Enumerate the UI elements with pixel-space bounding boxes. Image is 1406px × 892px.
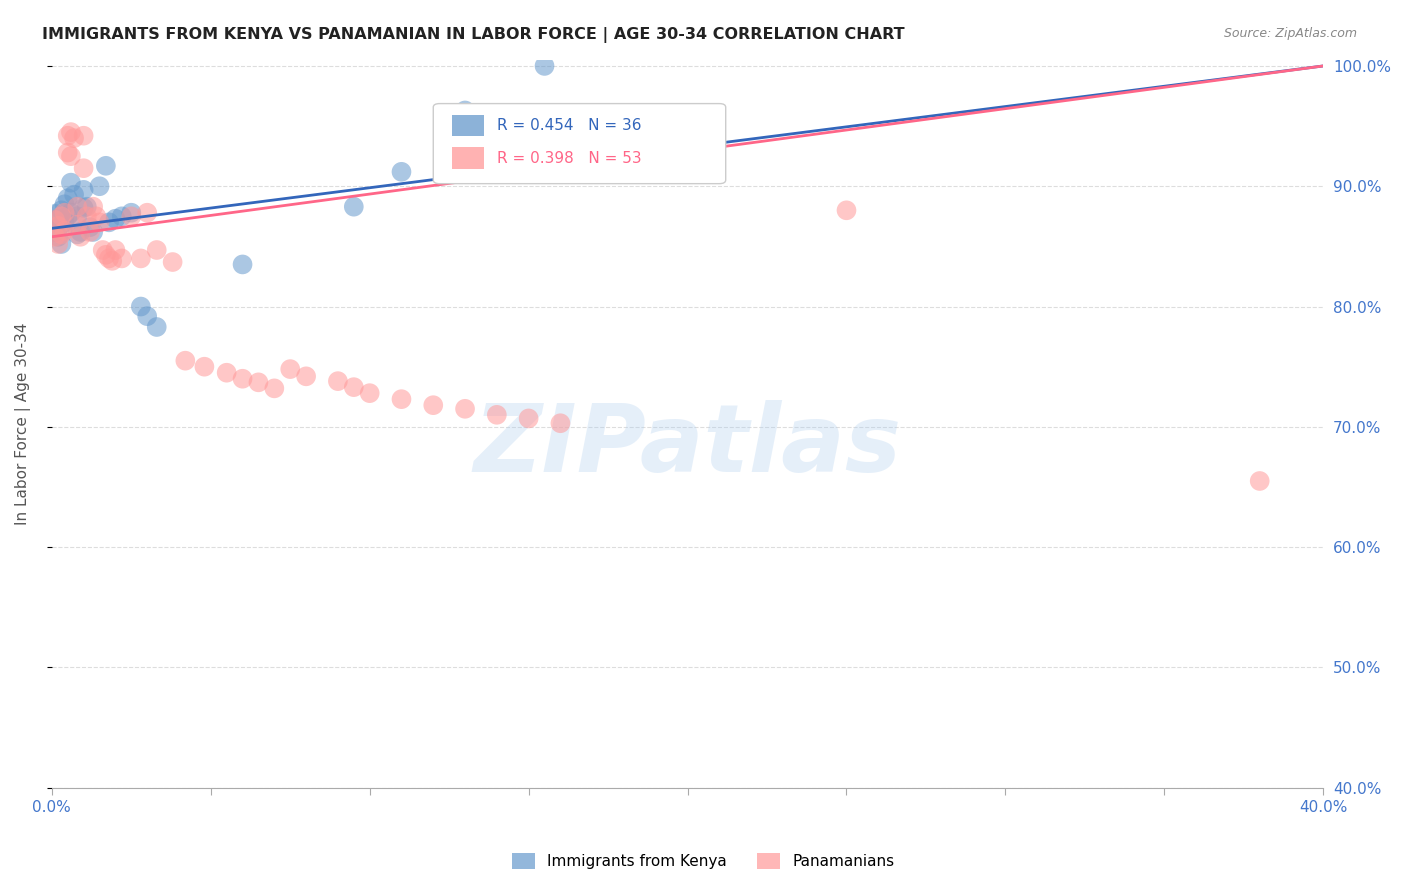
Point (129, 300, 152, 314)
Point (63, 187, 86, 202)
Point (44, 213, 66, 227)
Point (391, 392, 413, 407)
Point (51, 218, 73, 232)
Point (59, 149, 82, 163)
Point (517, 411, 540, 425)
Point (129, 252, 152, 266)
Point (533, 59, 555, 73)
Text: Source: ZipAtlas.com: Source: ZipAtlas.com (1223, 27, 1357, 40)
Point (46, 229, 69, 244)
Legend: Immigrants from Kenya, Panamanians: Immigrants from Kenya, Panamanians (506, 847, 900, 875)
Point (44, 207, 66, 221)
Point (69, 225, 91, 239)
Point (69, 229, 91, 244)
Point (46, 219, 69, 233)
Point (51, 227, 73, 242)
Point (343, 200, 366, 214)
Point (59, 176, 82, 190)
Point (232, 257, 254, 271)
Point (53, 215, 76, 229)
Point (46, 237, 69, 252)
Point (72, 183, 94, 197)
Point (89, 215, 111, 229)
Point (66, 210, 89, 224)
Point (391, 165, 413, 179)
Point (44, 229, 66, 244)
Point (162, 255, 184, 269)
Point (454, 401, 477, 416)
Point (359, 386, 381, 401)
Point (1249, 474, 1271, 488)
Point (79, 220, 101, 235)
Point (111, 252, 134, 266)
Point (120, 205, 142, 219)
Point (82, 200, 104, 214)
Point (247, 376, 270, 390)
Bar (453, 114, 484, 136)
Point (94, 159, 117, 173)
Y-axis label: In Labor Force | Age 30-34: In Labor Force | Age 30-34 (15, 323, 31, 525)
Point (193, 359, 215, 374)
Point (66, 218, 89, 232)
Point (145, 320, 167, 334)
Point (136, 205, 159, 219)
Point (98, 252, 121, 266)
Point (89, 179, 111, 194)
Point (53, 205, 76, 219)
Point (66, 227, 89, 242)
Point (263, 381, 285, 395)
Point (454, 103, 477, 118)
Text: R = 0.454   N = 36: R = 0.454 N = 36 (496, 118, 641, 133)
Point (326, 374, 349, 388)
Point (215, 366, 238, 380)
Point (422, 398, 444, 412)
Point (98, 215, 121, 229)
Point (56, 145, 79, 160)
Point (485, 408, 508, 422)
Point (111, 210, 134, 224)
Point (343, 380, 366, 394)
Point (72, 128, 94, 143)
Point (295, 369, 318, 384)
Point (91, 243, 114, 257)
Point (59, 205, 82, 219)
Point (278, 362, 301, 376)
Point (56, 210, 79, 224)
Point (56, 128, 79, 143)
Point (56, 191, 79, 205)
Point (120, 210, 142, 224)
Point (835, 203, 858, 218)
Point (86, 210, 108, 224)
Point (174, 353, 197, 368)
Point (104, 243, 127, 257)
Text: ZIPatlas: ZIPatlas (474, 400, 901, 491)
Text: R = 0.398   N = 53: R = 0.398 N = 53 (496, 151, 641, 166)
Point (59, 125, 82, 139)
Point (76, 200, 98, 214)
Point (53, 197, 76, 211)
Point (232, 372, 254, 386)
Point (76, 210, 98, 224)
Point (136, 309, 159, 323)
Point (53, 224, 76, 238)
Point (550, 416, 572, 430)
Point (104, 211, 127, 226)
Point (145, 243, 167, 257)
Point (82, 225, 104, 239)
Point (101, 253, 124, 268)
Bar (453, 147, 484, 169)
Point (72, 161, 94, 176)
FancyBboxPatch shape (433, 103, 725, 184)
Point (51, 210, 73, 224)
Point (44, 225, 66, 239)
Point (66, 200, 89, 214)
Point (63, 131, 86, 145)
Point (46, 211, 69, 226)
Point (51, 203, 73, 218)
Text: IMMIGRANTS FROM KENYA VS PANAMANIAN IN LABOR FORCE | AGE 30-34 CORRELATION CHART: IMMIGRANTS FROM KENYA VS PANAMANIAN IN L… (42, 27, 905, 43)
Point (94, 248, 117, 262)
Point (51, 237, 73, 252)
Point (79, 225, 101, 239)
Point (72, 201, 94, 215)
